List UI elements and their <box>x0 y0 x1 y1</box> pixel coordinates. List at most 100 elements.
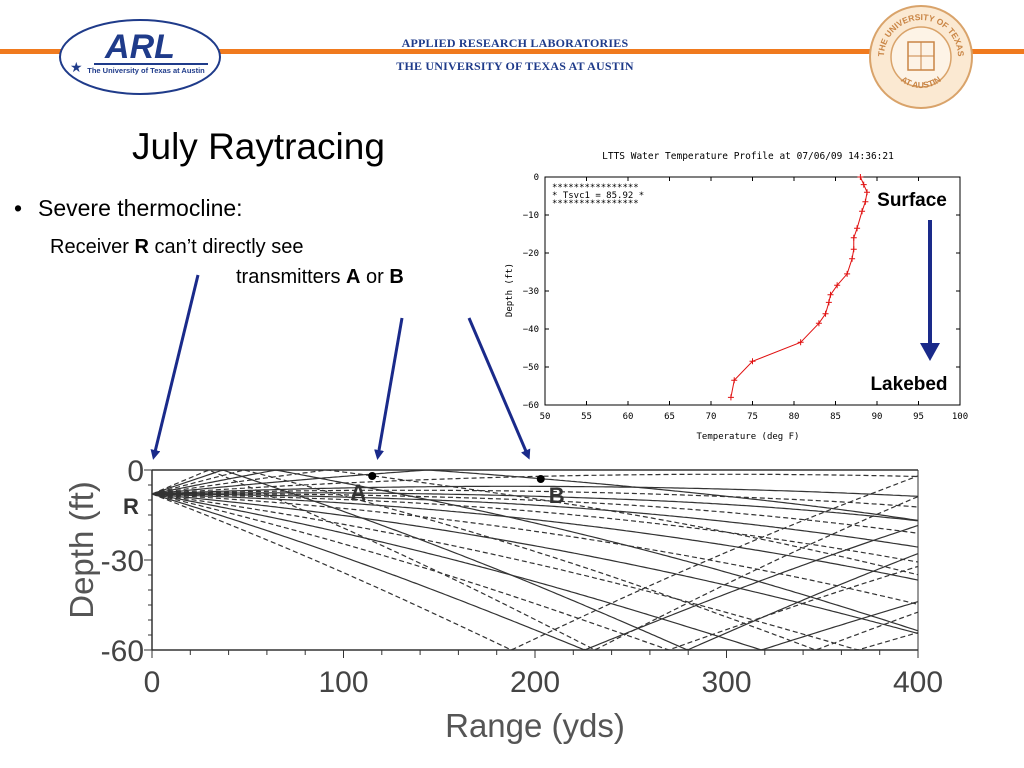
acoustic-ray <box>152 493 918 581</box>
profile-y-tick-label: −20 <box>523 249 539 259</box>
profile-data-point <box>859 208 866 215</box>
profile-data-point <box>864 189 871 196</box>
receiver-label: R <box>123 494 139 519</box>
raytrace-x-tick-label: 300 <box>701 666 751 699</box>
raytrace-ray-group <box>152 470 918 650</box>
profile-data-point <box>862 198 869 205</box>
profile-data-point <box>850 234 857 241</box>
acoustic-ray <box>152 493 918 650</box>
profile-y-tick-label: −50 <box>523 363 539 373</box>
sub-bullet-line-2: transmitters A or B <box>236 266 404 289</box>
sub-text: or <box>360 266 390 288</box>
slide-title: July Raytracing <box>132 126 385 167</box>
raytrace-x-tick-label: 0 <box>144 666 161 699</box>
acoustic-ray <box>152 470 918 650</box>
acoustic-ray <box>152 493 918 650</box>
transmitter-b-ref: B <box>389 266 404 288</box>
profile-ylabel: Depth (ft) <box>505 263 515 317</box>
arrow-to-transmitter-a <box>374 317 404 460</box>
profile-data-point <box>797 339 804 346</box>
sub-text: Receiver <box>50 236 135 258</box>
header-accent-line <box>0 49 1024 54</box>
profile-x-tick-label: 60 <box>623 412 634 422</box>
profile-y-tick-label: −10 <box>523 211 539 221</box>
transmitter-marker <box>368 472 377 480</box>
profile-data-point <box>825 299 832 306</box>
star-icon: ★ <box>70 59 83 75</box>
lakebed-label: Lakebed <box>870 374 947 395</box>
profile-data-point <box>834 282 841 289</box>
down-arrow-icon <box>920 343 940 361</box>
raytrace-ylabel: Depth (ft) <box>63 481 100 619</box>
raytrace-y-tick-label: 0 <box>127 455 144 488</box>
sub-bullet-line-1: Receiver R can’t directly see <box>50 236 303 259</box>
arrow-to-receiver <box>150 274 200 460</box>
profile-y-tick-label: −40 <box>523 325 539 335</box>
acoustic-ray <box>152 492 918 522</box>
svg-text:AT AUSTIN: AT AUSTIN <box>899 74 942 90</box>
acoustic-ray <box>152 493 918 563</box>
profile-x-tick-label: 90 <box>872 412 883 422</box>
profile-x-tick-label: 70 <box>706 412 717 422</box>
acoustic-ray <box>152 475 918 650</box>
raytrace-x-tick-label: 400 <box>893 666 943 699</box>
raytrace-xlabel: Range (yds) <box>445 707 625 744</box>
profile-y-tick-label: −30 <box>523 287 539 297</box>
bullet-item: • Severe thermocline: <box>14 195 243 222</box>
acoustic-ray <box>152 470 918 521</box>
profile-y-tick-label: −60 <box>523 401 539 411</box>
acoustic-ray <box>152 493 918 650</box>
profile-title: LTTS Water Temperature Profile at 07/06/… <box>602 151 894 162</box>
sub-text: transmitters <box>236 266 347 288</box>
profile-x-tick-label: 65 <box>664 412 675 422</box>
seal-bottom-text: AT AUSTIN <box>899 74 942 90</box>
profile-x-tick-label: 55 <box>581 412 592 422</box>
university-name: THE UNIVERSITY OF TEXAS AT AUSTIN <box>396 59 634 73</box>
profile-data-point <box>857 174 864 180</box>
surface-label: Surface <box>877 190 947 211</box>
acoustic-ray <box>152 493 918 548</box>
sub-text: can’t directly see <box>148 236 304 258</box>
profile-data-point <box>822 310 829 317</box>
profile-data-point <box>854 225 861 232</box>
acoustic-ray <box>152 473 918 495</box>
profile-box-line-1: **************** <box>552 183 639 193</box>
profile-box-line-3: **************** <box>552 199 639 209</box>
profile-x-tick-label: 80 <box>789 412 800 422</box>
ut-seal-logo: THE UNIVERSITY OF TEXAS AT AUSTIN <box>869 5 973 109</box>
acoustic-ray <box>152 493 918 635</box>
arl-logo-subtext: The University of Texas at Austin <box>87 66 205 75</box>
acoustic-ray <box>152 493 918 650</box>
transmitter-label: B <box>549 483 565 508</box>
temperature-profile-chart: LTTS Water Temperature Profile at 07/06/… <box>505 151 968 442</box>
raytrace-y-tick-label: -60 <box>101 635 144 668</box>
transmitter-label: A <box>350 480 366 505</box>
profile-x-tick-label: 50 <box>540 412 551 422</box>
transmitter-a-ref: A <box>346 266 361 288</box>
raytrace-x-tick-label: 100 <box>318 666 368 699</box>
profile-x-tick-label: 75 <box>747 412 758 422</box>
profile-data-point <box>827 291 834 298</box>
lab-name: APPLIED RESEARCH LABORATORIES <box>401 36 629 50</box>
profile-data-point <box>849 255 856 262</box>
profile-x-tick-label: 85 <box>830 412 841 422</box>
profile-x-tick-label: 100 <box>952 412 968 422</box>
profile-box-line-2: * Tsvc1 = 85.92 * <box>552 191 644 201</box>
transmitter-marker <box>536 475 545 483</box>
arl-logo: ARL ★ The University of Texas at Austin <box>59 19 221 95</box>
profile-data-point <box>860 181 867 188</box>
acoustic-ray <box>152 493 918 605</box>
profile-series-line <box>730 176 868 398</box>
acoustic-ray <box>152 470 918 576</box>
acoustic-ray <box>152 470 918 650</box>
profile-data-point <box>850 246 857 253</box>
raytrace-chart: 0 100 200 300 400 0 -30 -60 Range (yds) Depth (… <box>63 455 943 744</box>
profile-data-point <box>731 377 738 384</box>
acoustic-ray <box>152 470 918 650</box>
profile-xlabel: Temperature (deg F) <box>697 432 800 442</box>
bullet-text: Severe thermocline: <box>38 195 243 221</box>
profile-data-point <box>844 270 851 277</box>
bullet-dot: • <box>14 195 23 221</box>
profile-y-tick-label: 0 <box>534 173 539 183</box>
profile-x-tick-label: 95 <box>913 412 924 422</box>
